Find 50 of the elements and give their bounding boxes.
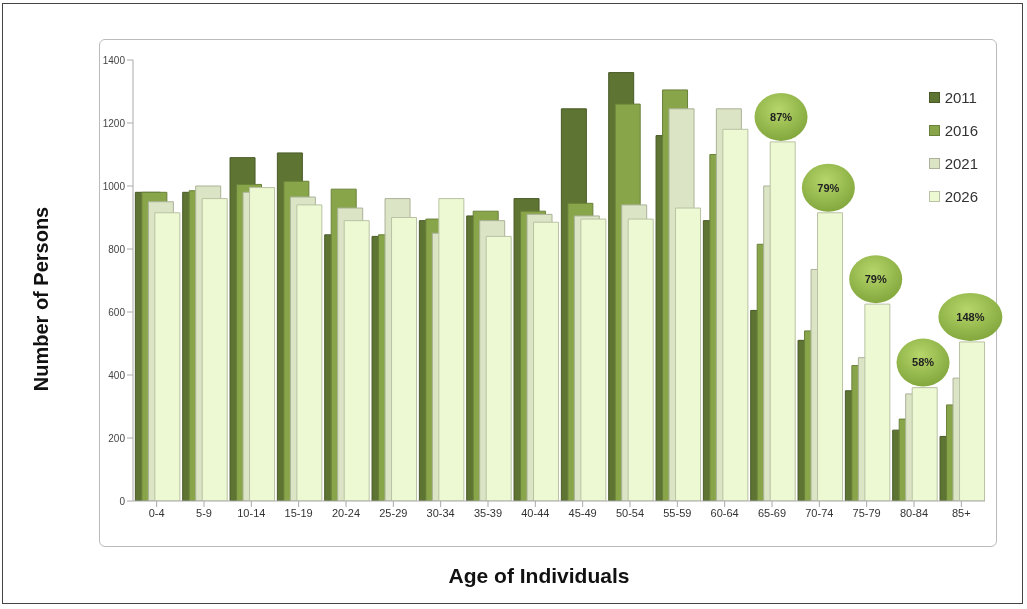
x-tick-label: 35-39 <box>473 506 503 519</box>
y-tick-label: 200 <box>108 432 126 444</box>
y-tick-label: 800 <box>108 243 126 255</box>
annotation: 58% <box>912 356 935 369</box>
bar <box>249 187 276 501</box>
y-tick-label: 400 <box>108 369 126 381</box>
y-tick-label: 1000 <box>102 180 126 192</box>
y-tick-label: 1200 <box>102 117 126 129</box>
legend-label: 2021 <box>944 155 978 172</box>
x-tick-label: 25-29 <box>379 506 408 519</box>
x-tick-label: 55-59 <box>663 506 692 519</box>
bar <box>391 217 418 501</box>
annotation: 79% <box>817 181 840 194</box>
x-tick-label: 85+ <box>952 506 971 519</box>
bar <box>675 207 702 501</box>
bar <box>343 220 370 501</box>
x-tick-label: 5-9 <box>196 506 212 519</box>
y-tick-label: 600 <box>108 306 126 318</box>
bar <box>201 198 228 501</box>
annotation: 87% <box>770 110 793 123</box>
x-tick-label: 65-69 <box>757 506 787 519</box>
x-tick-label: 60-64 <box>710 506 739 519</box>
y-axis-title: Number of Persons <box>29 206 53 392</box>
x-tick-label: 70-74 <box>805 506 834 519</box>
x-tick-label: 75-79 <box>852 506 881 519</box>
bar <box>722 128 749 501</box>
legend-label: 2016 <box>944 122 978 139</box>
x-tick-label: 45-49 <box>568 506 597 519</box>
bar <box>485 235 512 501</box>
legend-label: 2026 <box>944 188 978 205</box>
bar <box>533 221 560 501</box>
y-tick-label: 0 <box>119 495 126 507</box>
bar <box>154 212 181 501</box>
y-tick-label: 1400 <box>102 54 126 66</box>
x-tick-label: 10-14 <box>237 506 266 519</box>
x-tick-label: 30-34 <box>426 506 455 519</box>
bar <box>296 204 323 501</box>
x-tick-label: 40-44 <box>521 506 550 519</box>
x-tick-label: 20-24 <box>331 506 361 519</box>
annotation: 79% <box>864 272 887 285</box>
bar <box>580 218 607 501</box>
x-tick-label: 15-19 <box>284 506 313 519</box>
x-tick-label: 80-84 <box>899 506 929 519</box>
bar <box>438 198 465 501</box>
x-tick-label: 0-4 <box>148 506 165 519</box>
legend-label: 2011 <box>944 89 977 106</box>
bar <box>627 218 654 501</box>
x-axis-title: Age of Individuals <box>448 564 630 588</box>
x-tick-label: 50-54 <box>615 506 645 519</box>
annotation: 148% <box>956 310 985 323</box>
